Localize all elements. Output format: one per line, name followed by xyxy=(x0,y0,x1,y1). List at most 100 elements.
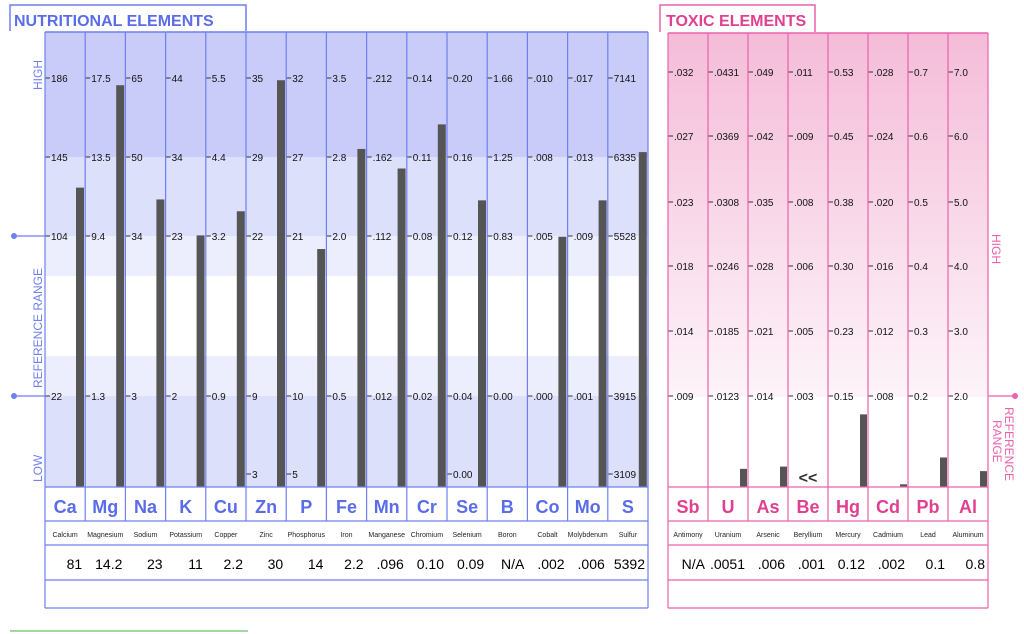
result-sb: N/A xyxy=(682,556,706,572)
result-mg: 14.2 xyxy=(95,556,122,572)
name-al: Aluminum xyxy=(952,532,983,539)
tick-label: 5.5 xyxy=(212,74,226,85)
tick-label: 17.5 xyxy=(91,74,111,85)
name-cu: Copper xyxy=(214,532,238,539)
result-p: 14 xyxy=(308,556,324,572)
tick-label: 3915 xyxy=(614,392,637,403)
tick-label: 0.3 xyxy=(914,327,928,338)
tick-label: .010 xyxy=(533,74,553,85)
tick-label: 0.5 xyxy=(332,392,346,403)
tick-label: 9.4 xyxy=(91,232,105,243)
tick-label: 0.20 xyxy=(453,74,473,85)
tick-label: .012 xyxy=(874,327,894,338)
tick-label: 44 xyxy=(172,74,184,85)
reference-band xyxy=(45,276,648,356)
tick-label: .027 xyxy=(674,132,694,143)
tick-label: 3.5 xyxy=(332,74,346,85)
tick-label: 0.15 xyxy=(834,392,854,403)
tick-label: 0.00 xyxy=(493,392,513,403)
tick-label: 0.2 xyxy=(914,392,928,403)
tick-label: 10 xyxy=(292,392,304,403)
low-band xyxy=(45,396,648,487)
tick-label: 0.38 xyxy=(834,198,854,209)
bar-cr xyxy=(437,124,446,488)
symbol-k: K xyxy=(179,497,192,517)
toxic-title: TOXIC ELEMENTS xyxy=(666,13,806,30)
result-u: .0051 xyxy=(710,556,745,572)
tick-label: .003 xyxy=(794,392,814,403)
result-as: .006 xyxy=(758,556,785,572)
bar-co xyxy=(558,236,567,487)
name-pb: Lead xyxy=(920,532,936,539)
tick-label: 1.3 xyxy=(91,392,105,403)
name-cr: Chromium xyxy=(411,532,443,539)
upper-ref-band xyxy=(45,236,648,276)
tick-label: 1.25 xyxy=(493,153,513,164)
tick-label: .014 xyxy=(674,327,694,338)
tick-label: 2 xyxy=(172,392,178,403)
name-na: Sodium xyxy=(134,532,158,539)
tick-label: 0.5 xyxy=(914,198,928,209)
result-mn: .096 xyxy=(377,556,404,572)
symbol-u: U xyxy=(722,497,735,517)
symbol-se: Se xyxy=(456,497,478,517)
tick-label: .014 xyxy=(754,392,774,403)
tick-label: 0.12 xyxy=(453,232,473,243)
name-sb: Antimony xyxy=(673,532,703,539)
tick-label: 50 xyxy=(131,153,143,164)
name-be: Beryllium xyxy=(794,532,823,539)
symbol-cd: Cd xyxy=(876,497,900,517)
tick-label: 0.53 xyxy=(834,68,854,79)
axis-label-high-toxic: HIGH xyxy=(989,234,1003,264)
symbol-hg: Hg xyxy=(836,497,860,517)
symbol-al: Al xyxy=(959,497,977,517)
tick-label: 186 xyxy=(51,74,68,85)
result-cu: 2.2 xyxy=(224,556,244,572)
symbol-s: S xyxy=(622,497,634,517)
tick-label: 23 xyxy=(172,232,184,243)
lower-ref-band xyxy=(45,356,648,396)
tick-label: .112 xyxy=(373,232,392,243)
tick-label: .042 xyxy=(754,132,774,143)
ref-dot-upper xyxy=(11,233,17,239)
high-band xyxy=(45,32,648,157)
tick-label: .005 xyxy=(794,327,814,338)
tick-label: 2.0 xyxy=(954,392,968,403)
tick-label: .035 xyxy=(754,198,774,209)
tick-label: 32 xyxy=(292,74,304,85)
result-zn: 30 xyxy=(268,556,284,572)
result-al: 0.8 xyxy=(966,556,986,572)
tick-label: 104 xyxy=(51,232,68,243)
bar-na xyxy=(156,199,165,487)
tick-label: .006 xyxy=(794,262,814,273)
tick-label: 0.9 xyxy=(212,392,226,403)
tick-label: 0.45 xyxy=(834,132,854,143)
symbol-sb: Sb xyxy=(676,497,699,517)
name-se: Selenium xyxy=(453,532,482,539)
tick-label: 5.0 xyxy=(954,198,968,209)
tick-label: 0.23 xyxy=(834,327,854,338)
tick-label: .011 xyxy=(794,68,813,79)
symbol-co: Co xyxy=(536,497,560,517)
tick-label: 5528 xyxy=(614,232,637,243)
name-k: Potassium xyxy=(169,532,202,539)
tick-label: .049 xyxy=(754,68,774,79)
tick-label: .005 xyxy=(533,232,553,243)
tick-label: 9 xyxy=(252,392,258,403)
tick-label: .0246 xyxy=(714,262,739,273)
tick-label: 4.0 xyxy=(954,262,968,273)
tick-label: .032 xyxy=(674,68,694,79)
axis-label-range-toxic: RANGE xyxy=(990,420,1004,463)
name-fe: Iron xyxy=(340,532,352,539)
bar-mn xyxy=(397,168,406,487)
tick-label: 5 xyxy=(292,470,298,481)
tick-label: .0369 xyxy=(714,132,739,143)
symbol-mo: Mo xyxy=(575,497,601,517)
symbol-cu: Cu xyxy=(214,497,238,517)
symbol-be: Be xyxy=(796,497,819,517)
bar-fe xyxy=(357,148,366,487)
title-tab xyxy=(9,4,247,31)
bar-se xyxy=(478,200,486,487)
tick-label: 2.0 xyxy=(332,232,346,243)
